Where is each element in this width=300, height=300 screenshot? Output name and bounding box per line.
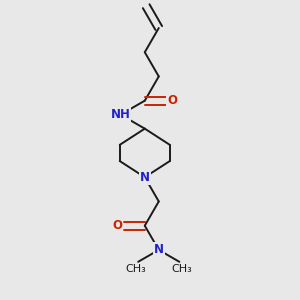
Text: N: N xyxy=(140,171,150,184)
Text: O: O xyxy=(112,219,122,232)
Text: CH₃: CH₃ xyxy=(125,264,146,274)
Text: NH: NH xyxy=(111,108,130,121)
Text: O: O xyxy=(167,94,177,107)
Text: CH₃: CH₃ xyxy=(171,264,192,274)
Text: N: N xyxy=(154,243,164,256)
